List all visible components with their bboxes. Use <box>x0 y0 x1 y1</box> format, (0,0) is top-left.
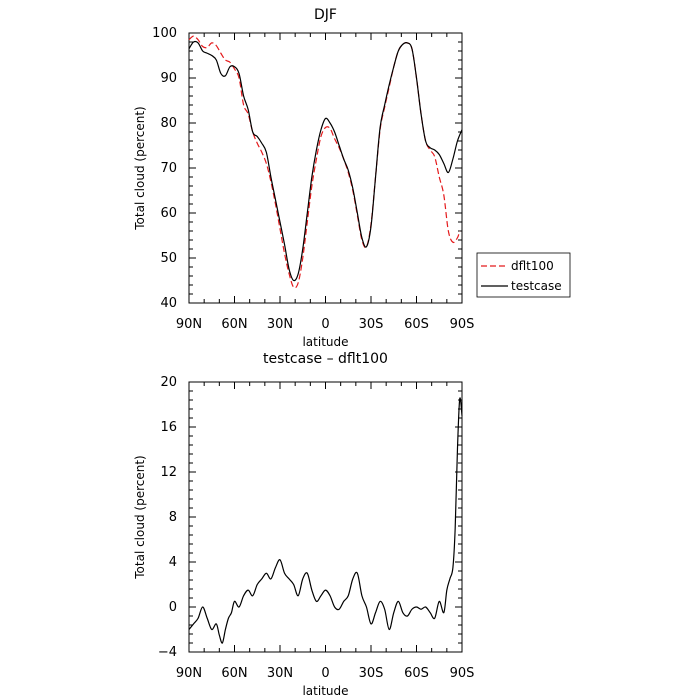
chart-2-y-ticks <box>189 381 462 653</box>
chart-1-xtick-label: 60N <box>221 317 247 332</box>
chart-1-ytick-label: 100 <box>152 26 177 41</box>
chart-2-title: testcase – dflt100 <box>263 351 388 367</box>
chart-1-ytick-label: 70 <box>160 161 177 176</box>
series-line-chart2-0 <box>188 397 463 644</box>
legend-box <box>476 252 571 298</box>
chart-1-series-group <box>188 35 463 289</box>
series-line-testcase <box>188 40 463 282</box>
chart-2-series-group <box>188 397 463 644</box>
chart-2-xtick-label: 0 <box>321 666 329 681</box>
chart-1-plot-frame <box>188 32 463 304</box>
chart-1-legend: dflt100 testcase <box>476 252 571 298</box>
chart-1-ytick-label: 90 <box>160 71 177 86</box>
chart-2-ytick-label: −4 <box>158 645 177 660</box>
chart-2-plot-frame <box>188 381 463 653</box>
chart-1-title: DJF <box>314 7 337 23</box>
chart-2-x-ticks <box>188 382 463 652</box>
chart-2-xtick-label: 30S <box>359 666 384 681</box>
chart-2-y-axis-title: Total cloud (percent) <box>133 455 147 579</box>
chart-1-ytick-label: 60 <box>160 206 177 221</box>
chart-2-ytick-label: 16 <box>160 420 177 435</box>
chart-1-y-axis-title: Total cloud (percent) <box>133 106 147 230</box>
series-line-dflt100 <box>188 35 461 289</box>
chart-2-xtick-label: 60S <box>404 666 429 681</box>
chart-difference: testcase – dflt100 90N 60N 30N 0 30S 60S… <box>133 351 474 698</box>
chart-1-ytick-label: 50 <box>160 251 177 266</box>
chart-1-xtick-label: 0 <box>321 317 329 332</box>
legend-label-testcase: testcase <box>511 279 562 293</box>
chart-1-ytick-label: 40 <box>160 296 177 311</box>
chart-2-ytick-label: 8 <box>169 510 177 525</box>
chart-1-xtick-label: 60S <box>404 317 429 332</box>
chart-1-x-axis-title: latitude <box>302 335 348 349</box>
chart-1-x-ticks <box>188 33 463 303</box>
chart-2-x-axis-title: latitude <box>302 684 348 698</box>
chart-2-xtick-label: 60N <box>221 666 247 681</box>
chart-2-xtick-label: 90N <box>176 666 202 681</box>
chart-1-xtick-label: 90S <box>450 317 475 332</box>
chart-1-xtick-label: 30S <box>359 317 384 332</box>
chart-djf: DJF 90N 60N 30N 0 30S 60S 90S 40 50 60 7… <box>133 7 571 349</box>
chart-2-ytick-label: 12 <box>160 465 177 480</box>
chart-2-ytick-label: 20 <box>160 375 177 390</box>
chart-1-xtick-label: 30N <box>267 317 293 332</box>
chart-2-xtick-label: 90S <box>450 666 475 681</box>
chart-2-xtick-label: 30N <box>267 666 293 681</box>
chart-1-y-ticks <box>189 32 462 304</box>
chart-2-ytick-label: 4 <box>169 555 177 570</box>
chart-2-ytick-label: 0 <box>169 600 177 615</box>
legend-label-dflt100: dflt100 <box>511 259 554 273</box>
chart-1-xtick-label: 90N <box>176 317 202 332</box>
chart-1-ytick-label: 80 <box>160 116 177 131</box>
